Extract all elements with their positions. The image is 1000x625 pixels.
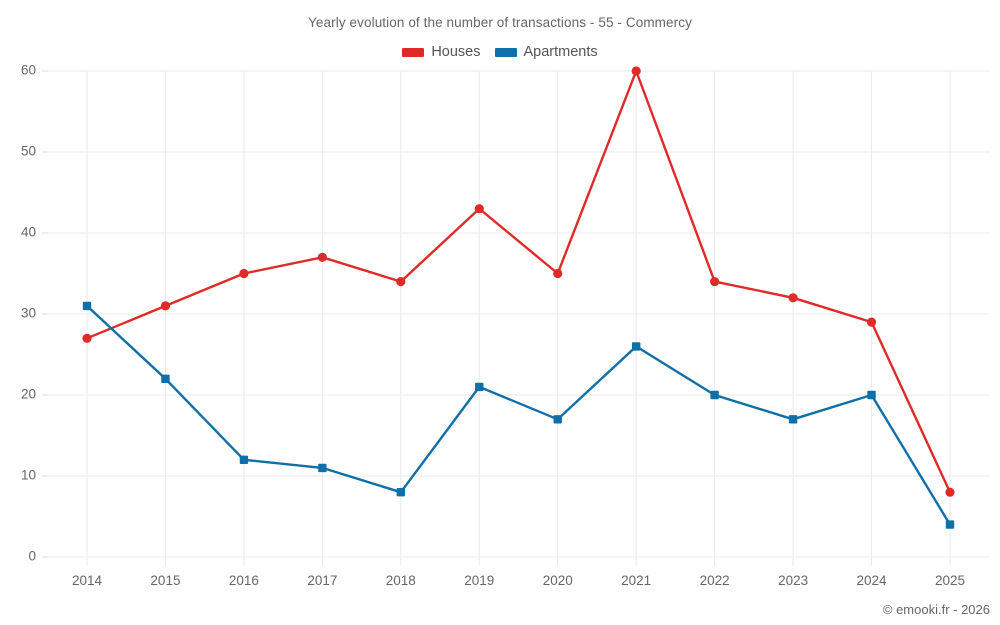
x-axis-tick-label: 2017 — [307, 573, 337, 588]
series-lines — [85, 69, 952, 526]
data-point-apartments-2015[interactable] — [161, 374, 170, 383]
x-axis-tick-label: 2016 — [229, 573, 259, 588]
series-markers — [82, 66, 955, 529]
y-axis-tick-label: 60 — [21, 63, 36, 78]
data-point-houses-2022[interactable] — [710, 277, 720, 287]
gridlines — [48, 70, 990, 566]
x-axis-ticks: 2014 2015 2016 2017 2018 2019 2020 2021 2022 2023… — [72, 573, 965, 588]
data-point-apartments-2022[interactable] — [710, 390, 719, 400]
legend-label-houses: Houses — [431, 44, 481, 60]
data-point-houses-2025[interactable] — [945, 487, 955, 497]
x-axis-tick-label: 2023 — [778, 573, 808, 588]
data-point-houses-2024[interactable] — [866, 317, 877, 327]
x-axis-tick-label: 2014 — [72, 573, 103, 588]
x-axis-tick-label: 2020 — [543, 573, 573, 588]
y-axis-tick-label: 20 — [21, 387, 36, 402]
data-point-houses-2019[interactable] — [474, 204, 484, 214]
x-axis-tick-label: 2021 — [621, 573, 651, 588]
data-point-houses-2015[interactable] — [160, 301, 171, 311]
data-point-apartments-2018[interactable] — [396, 488, 406, 497]
legend-swatch-houses — [402, 47, 425, 57]
data-point-houses-2018[interactable] — [396, 277, 406, 287]
data-point-houses-2021[interactable] — [631, 66, 641, 76]
y-axis-tick-label: 0 — [28, 549, 36, 564]
chart-title: Yearly evolution of the number of transa… — [308, 15, 692, 30]
data-point-apartments-2023[interactable] — [788, 415, 798, 424]
x-axis-tick-label: 2015 — [150, 573, 180, 588]
data-point-houses-2020[interactable] — [553, 268, 563, 279]
y-axis-ticks: 0 10 20 30 40 50 60 — [21, 63, 48, 564]
y-axis-tick-label: 30 — [21, 306, 36, 321]
x-axis-tick-label: 2019 — [464, 573, 494, 588]
chart-legend: Houses Apartments — [0, 44, 1000, 60]
y-axis-tick-label: 40 — [21, 225, 36, 240]
data-point-apartments-2016[interactable] — [239, 455, 249, 464]
data-point-houses-2014[interactable] — [82, 333, 92, 343]
y-axis-tick-label: 50 — [21, 144, 36, 159]
series-line-houses — [85, 69, 952, 494]
y-axis-tick-label: 10 — [21, 468, 36, 483]
data-point-apartments-2021[interactable] — [631, 342, 641, 351]
data-point-apartments-2025[interactable] — [945, 520, 955, 529]
legend-item-houses[interactable]: Houses — [402, 44, 481, 60]
data-point-houses-2016[interactable] — [239, 268, 249, 279]
data-point-apartments-2017[interactable] — [318, 463, 327, 473]
x-axis-tick-label: 2025 — [935, 573, 965, 588]
x-axis-tick-label: 2024 — [857, 573, 888, 588]
series-line-apartments — [85, 304, 952, 526]
data-point-apartments-2014[interactable] — [82, 301, 92, 311]
footer-credit: © emooki.fr - 2026 — [882, 602, 990, 617]
legend-swatch-apartments — [494, 47, 517, 57]
data-point-apartments-2019[interactable] — [475, 382, 484, 392]
x-axis-tick-label: 2018 — [386, 573, 416, 588]
data-point-houses-2017[interactable] — [317, 252, 327, 262]
legend-item-apartments[interactable]: Apartments — [494, 44, 598, 60]
data-point-apartments-2020[interactable] — [553, 415, 562, 424]
data-point-houses-2023[interactable] — [788, 293, 798, 303]
data-point-apartments-2024[interactable] — [867, 390, 876, 400]
x-axis-tick-label: 2022 — [700, 573, 730, 588]
legend-label-apartments: Apartments — [523, 44, 598, 60]
